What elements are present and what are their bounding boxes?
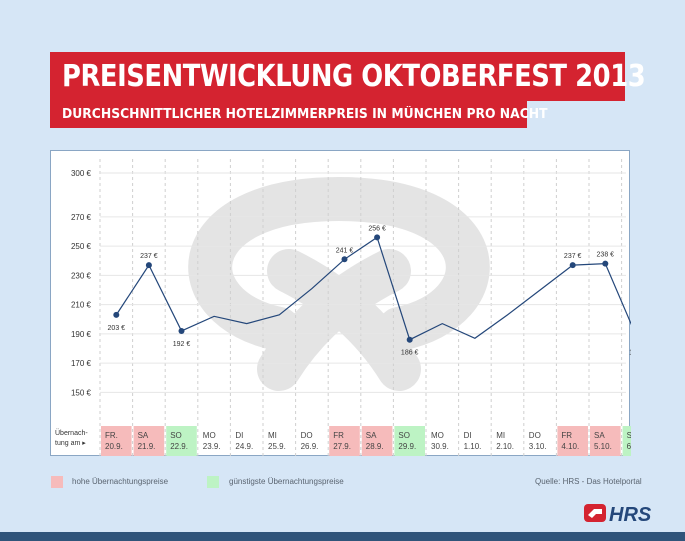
- weekday-label: MI: [496, 431, 505, 440]
- date-label: 29.9.: [398, 442, 416, 451]
- footer-bar: [0, 532, 685, 541]
- price-point: [178, 327, 185, 334]
- y-tick-label: 230 €: [71, 271, 92, 280]
- date-label: 20.9.: [105, 442, 123, 451]
- weekday-label: SO: [398, 431, 410, 440]
- price-data-label: 186 €: [401, 350, 419, 357]
- date-label: 5.10.: [594, 442, 612, 451]
- weekday-label: MO: [203, 431, 216, 440]
- line-chart: 300 € 270 € 250 € 230 € 210 € 190 € 170 € 150 €…: [55, 159, 631, 456]
- svg-text:HRS: HRS: [609, 504, 652, 526]
- weekday-label: SA: [138, 431, 149, 440]
- price-point: [145, 262, 152, 269]
- price-data-label: 203 €: [108, 325, 126, 332]
- date-label: 24.9.: [235, 442, 253, 451]
- chart-title: PREISENTWICKLUNG OKTOBERFEST 2013: [62, 59, 646, 94]
- date-label: 6.10.: [627, 442, 631, 451]
- weekday-label: SO: [170, 431, 182, 440]
- date-label: 25.9.: [268, 442, 286, 451]
- date-cell-low: [166, 426, 197, 456]
- date-cell-high: [590, 426, 621, 456]
- weekday-label: DI: [464, 431, 472, 440]
- price-point: [374, 234, 381, 241]
- price-point: [341, 256, 348, 263]
- source-note: Quelle: HRS - Das Hotelportal: [535, 477, 642, 486]
- date-label: 27.9.: [333, 442, 351, 451]
- price-data-label: 186 €: [629, 350, 631, 357]
- date-label: 28.9.: [366, 442, 384, 451]
- date-cell-high: [133, 426, 165, 456]
- y-tick-label: 210 €: [71, 301, 92, 310]
- price-data-label: 256 €: [368, 225, 386, 232]
- weekday-label: SO: [627, 431, 631, 440]
- date-cell-high: [329, 426, 360, 456]
- weekday-label: DI: [235, 431, 243, 440]
- date-cell-low: [394, 426, 425, 456]
- date-cell-low: [622, 426, 631, 456]
- legend-label-low: günstigste Übernachtungspreise: [229, 477, 344, 486]
- price-data-label: 237 €: [140, 253, 158, 260]
- pretzel-watermark-icon: [188, 176, 490, 391]
- weekday-label: MO: [431, 431, 444, 440]
- legend-swatch-low: [207, 476, 219, 488]
- date-cell-high: [557, 426, 588, 456]
- date-label: 21.9.: [138, 442, 156, 451]
- date-label: 3.10.: [529, 442, 547, 451]
- weekday-label: FR: [561, 431, 572, 440]
- date-label: 26.9.: [301, 442, 319, 451]
- price-data-label: 238 €: [597, 252, 615, 259]
- weekday-label: FR.: [105, 431, 118, 440]
- row-header-label: tung am ▸: [55, 440, 86, 447]
- hrs-logo: HRS: [584, 504, 652, 526]
- weekday-label: DO: [529, 431, 541, 440]
- y-tick-label: 170 €: [71, 359, 92, 368]
- weekday-label: MI: [268, 431, 277, 440]
- date-label: 22.9.: [170, 442, 188, 451]
- y-tick-label: 300 €: [71, 169, 92, 178]
- y-tick-label: 190 €: [71, 330, 92, 339]
- weekday-label: DO: [301, 431, 313, 440]
- y-tick-label: 270 €: [71, 213, 92, 222]
- title-banner: [50, 52, 625, 101]
- y-tick-label: 250 €: [71, 242, 92, 251]
- date-label: 1.10.: [464, 442, 482, 451]
- price-point: [113, 311, 120, 318]
- price-data-label: 192 €: [173, 341, 191, 348]
- date-label: 4.10.: [561, 442, 579, 451]
- weekday-label: SA: [594, 431, 605, 440]
- legend-label-high: hohe Übernachtungspreise: [72, 477, 169, 486]
- chart-subtitle: DURCHSCHNITTLICHER HOTELZIMMERPREIS IN M…: [62, 107, 548, 122]
- price-data-label: 237 €: [564, 253, 582, 260]
- date-cell-high: [361, 426, 393, 456]
- chart-panel: 300 € 270 € 250 € 230 € 210 € 190 € 170 € 150 €…: [50, 150, 631, 456]
- price-point: [406, 336, 413, 343]
- legend-swatch-high: [51, 476, 63, 488]
- date-label: 30.9.: [431, 442, 449, 451]
- price-data-label: 241 €: [336, 247, 354, 254]
- row-header-label: Übernach-: [55, 429, 88, 437]
- date-cell-high: [101, 426, 132, 456]
- y-tick-label: 150 €: [71, 388, 92, 397]
- price-point: [602, 260, 609, 267]
- weekday-label: FR: [333, 431, 344, 440]
- weekday-label: SA: [366, 431, 377, 440]
- date-label: 23.9.: [203, 442, 221, 451]
- subtitle-banner: [50, 101, 527, 128]
- date-label: 2.10.: [496, 442, 514, 451]
- price-point: [569, 262, 576, 269]
